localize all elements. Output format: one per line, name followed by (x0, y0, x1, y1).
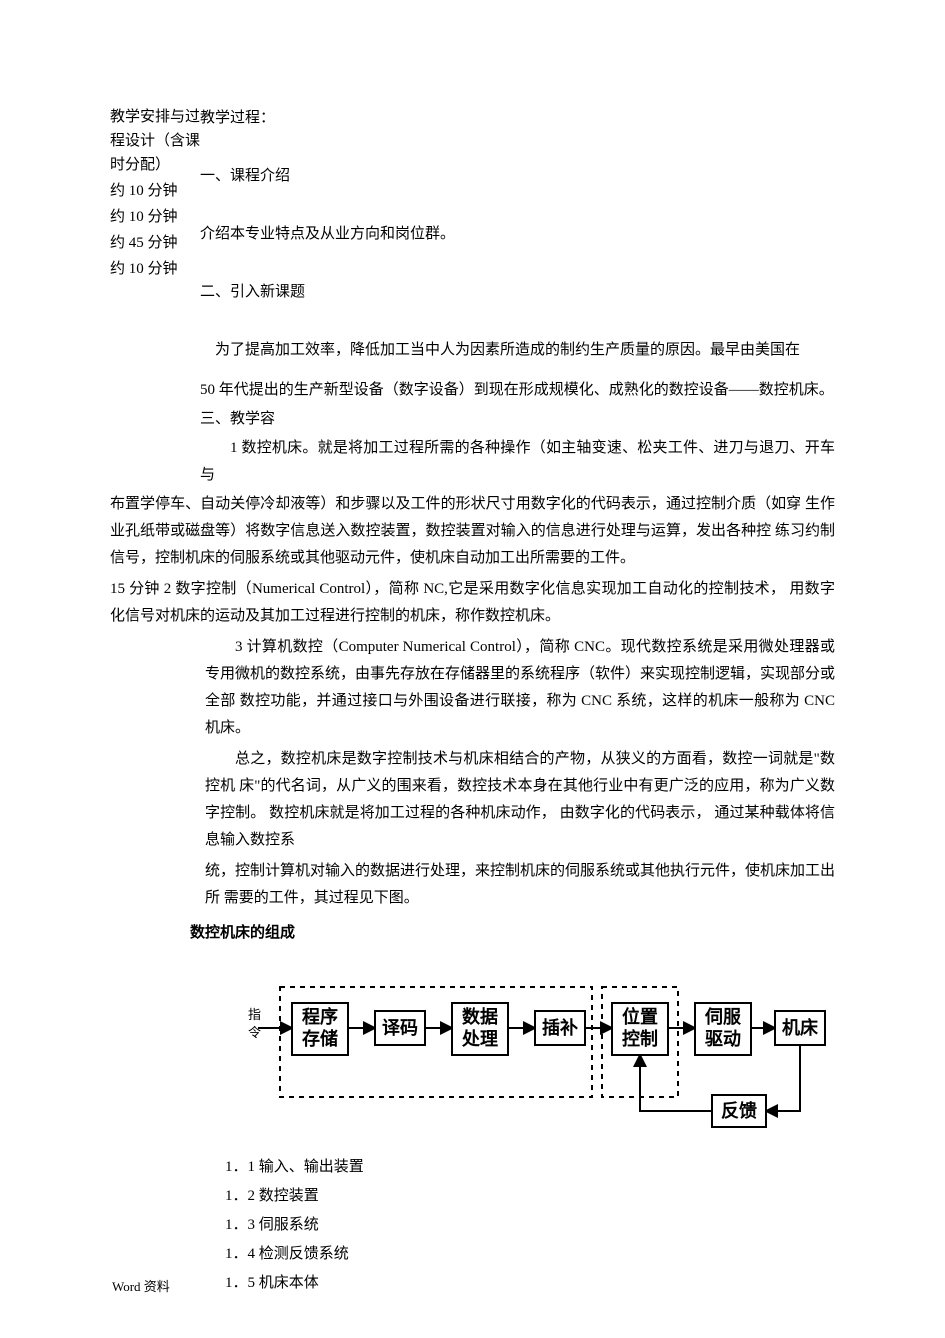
list-item: 1．3 伺服系统 (225, 1212, 835, 1239)
sidebar-item: 约 45 分钟 (110, 231, 200, 255)
flowchart-svg: 指令程序存储译码数据处理插补位置控制伺服驱动机床反馈 (240, 965, 830, 1140)
section-2: 二、引入新课题 (200, 279, 835, 306)
svg-text:处理: 处理 (461, 1028, 498, 1049)
svg-text:数据: 数据 (462, 1006, 498, 1027)
s3-line1a: 1 数控机床。就是将加工过程所需的各种操作（如主轴变速、松夹工件、进刀与退刀、开… (200, 435, 835, 489)
svg-text:程序: 程序 (302, 1006, 338, 1027)
spacer (200, 308, 835, 335)
document-body: 教学安排与过程设计（含课时分配） 约 10 分钟 约 10 分钟 约 45 分钟… (110, 105, 835, 1297)
list-item: 1．4 检测反馈系统 (225, 1241, 835, 1268)
section-1-intro: 介绍本专业特点及从业方向和岗位群。 (200, 221, 835, 248)
sidebar-item: 教学安排与过程设计（含课时分配） (110, 105, 200, 177)
svg-text:伺服: 伺服 (704, 1006, 742, 1027)
spacer (200, 134, 835, 161)
list-item: 1．1 输入、输出装置 (225, 1154, 835, 1181)
list-item: 1．5 机床本体 (225, 1270, 835, 1297)
s2-line2: 50 年代提出的生产新型设备（数字设备）到现在形成规模化、成熟化的数控设备——数… (200, 377, 835, 404)
s2-line1: 为了提高加工效率，降低加工当中人为因素所造成的制约生产质量的原因。最早由美国在 (200, 337, 835, 364)
section-1: 一、课程介绍 (200, 163, 835, 190)
svg-text:机床: 机床 (782, 1017, 819, 1038)
s3-p2: 15 分钟 2 数字控制（Numerical Control），简称 NC,它是… (110, 576, 835, 630)
s3-p5: 统，控制计算机对输入的数据进行处理，来控制机床的伺服系统或其他执行元件，使机床加… (205, 858, 835, 912)
s3-line1b: 布置学停车、自动关停冷却液等）和步骤以及工件的形状尺寸用数字化的代码表示，通过控… (110, 491, 835, 572)
proc-title: 教学过程： (200, 105, 835, 132)
svg-text:控制: 控制 (622, 1028, 658, 1049)
s3-p4: 总之，数控机床是数字控制技术与机床相结合的产物，从狭义的方面看，数控一词就是"数… (205, 746, 835, 854)
main-text: 教学过程： 一、课程介绍 介绍本专业特点及从业方向和岗位群。 二、引入新课题 为… (200, 105, 835, 491)
spacer (200, 250, 835, 277)
svg-text:译码: 译码 (382, 1018, 418, 1038)
svg-text:插补: 插补 (542, 1017, 578, 1038)
list-item: 1．2 数控装置 (225, 1183, 835, 1210)
svg-text:存储: 存储 (302, 1028, 338, 1049)
sidebar-item: 约 10 分钟 (110, 205, 200, 229)
svg-text:位置: 位置 (622, 1006, 658, 1027)
sidebar-item: 约 10 分钟 (110, 257, 200, 281)
s3-p3: 3 计算机数控（Computer Numerical Control），简称 C… (205, 634, 835, 742)
svg-text:驱动: 驱动 (705, 1029, 741, 1049)
composition-heading: 数控机床的组成 (190, 920, 835, 947)
spacer (200, 192, 835, 219)
footer-text: Word 资料 (112, 1275, 170, 1298)
svg-text:反馈: 反馈 (721, 1100, 757, 1121)
sidebar: 教学安排与过程设计（含课时分配） 约 10 分钟 约 10 分钟 约 45 分钟… (110, 105, 200, 283)
sidebar-item: 约 10 分钟 (110, 179, 200, 203)
svg-text:指: 指 (248, 1007, 261, 1022)
flowchart-diagram: 指令程序存储译码数据处理插补位置控制伺服驱动机床反馈 (240, 965, 800, 1140)
component-list: 1．1 输入、输出装置 1．2 数控装置 1．3 伺服系统 1．4 检测反馈系统… (225, 1154, 835, 1297)
section-3: 三、教学容 (200, 406, 835, 433)
spacer (200, 366, 835, 375)
top-row: 教学安排与过程设计（含课时分配） 约 10 分钟 约 10 分钟 约 45 分钟… (110, 105, 835, 491)
